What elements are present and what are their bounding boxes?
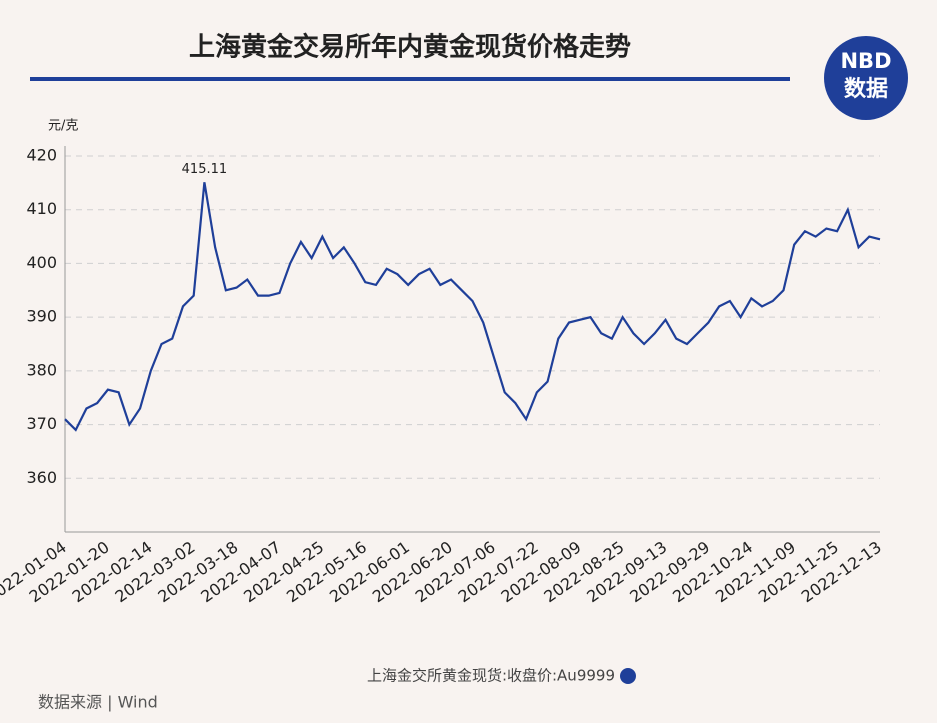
y-tick-label: 380 [26,360,57,379]
y-tick-label: 370 [26,414,57,433]
title-rule [30,77,790,81]
logo-text: NBD [840,49,891,73]
y-tick-label: 400 [26,253,57,272]
line [64,182,881,432]
chart-title: 上海黄金交易所年内黄金现货价格走势 [189,32,631,63]
y-unit: 元/克 [48,119,78,134]
y-tick-label: 410 [26,199,57,218]
y-tick-label: 420 [26,146,57,165]
y-tick-label: 390 [26,307,57,326]
annotation: 415.11 [182,162,228,177]
logo-text: 数据 [844,76,888,102]
logo [824,36,908,120]
legend-marker [620,668,636,684]
source: 数据来源 | Wind [38,693,158,712]
legend-label: 上海金交所黄金现货:收盘价:Au9999 [367,667,615,685]
y-tick-label: 360 [26,468,57,487]
